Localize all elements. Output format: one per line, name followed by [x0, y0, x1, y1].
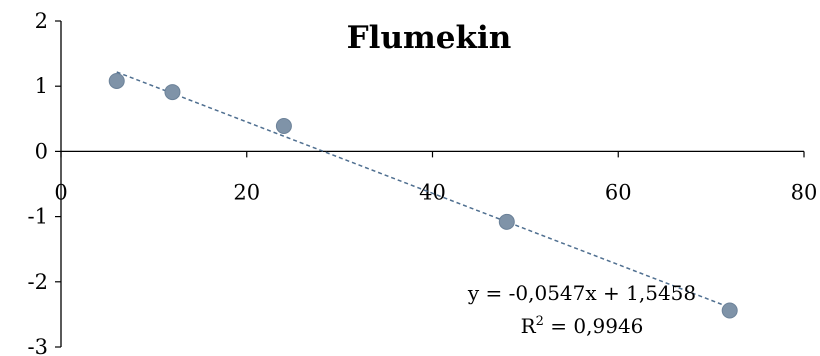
data-point [721, 302, 738, 319]
data-point [108, 72, 125, 89]
x-tick-label: 80 [791, 180, 818, 204]
r-squared-exponent: 2 [536, 314, 544, 329]
y-tick-label: 0 [35, 139, 48, 163]
y-tick-label: 2 [35, 9, 48, 33]
r-squared-value: = 0,9946 [544, 314, 643, 338]
x-tick-label: 60 [605, 180, 632, 204]
y-tick-label: -3 [28, 335, 48, 356]
axes [55, 20, 805, 348]
y-tick-label: 1 [35, 74, 48, 98]
r-squared-label: R2 = 0,9946 [521, 314, 644, 338]
tick-labels: 210-1-2-30 20 40 60 80 [28, 9, 818, 356]
x-tick-label: 40 [419, 180, 446, 204]
trendline [116, 71, 730, 309]
data-points [108, 72, 738, 319]
data-point [275, 117, 292, 134]
trendline-equation: y = -0,0547x + 1,5458 [467, 281, 696, 305]
x-tick-label: 0 [54, 180, 67, 204]
chart-title: Flumekin [347, 20, 512, 56]
data-point [498, 213, 515, 230]
x-tick-label: 20 [233, 180, 260, 204]
y-tick-label: -1 [28, 205, 48, 229]
y-tick-label: -2 [28, 270, 48, 294]
r-squared-prefix: R [521, 314, 537, 338]
data-point [164, 84, 181, 101]
trendline-group [116, 71, 730, 309]
